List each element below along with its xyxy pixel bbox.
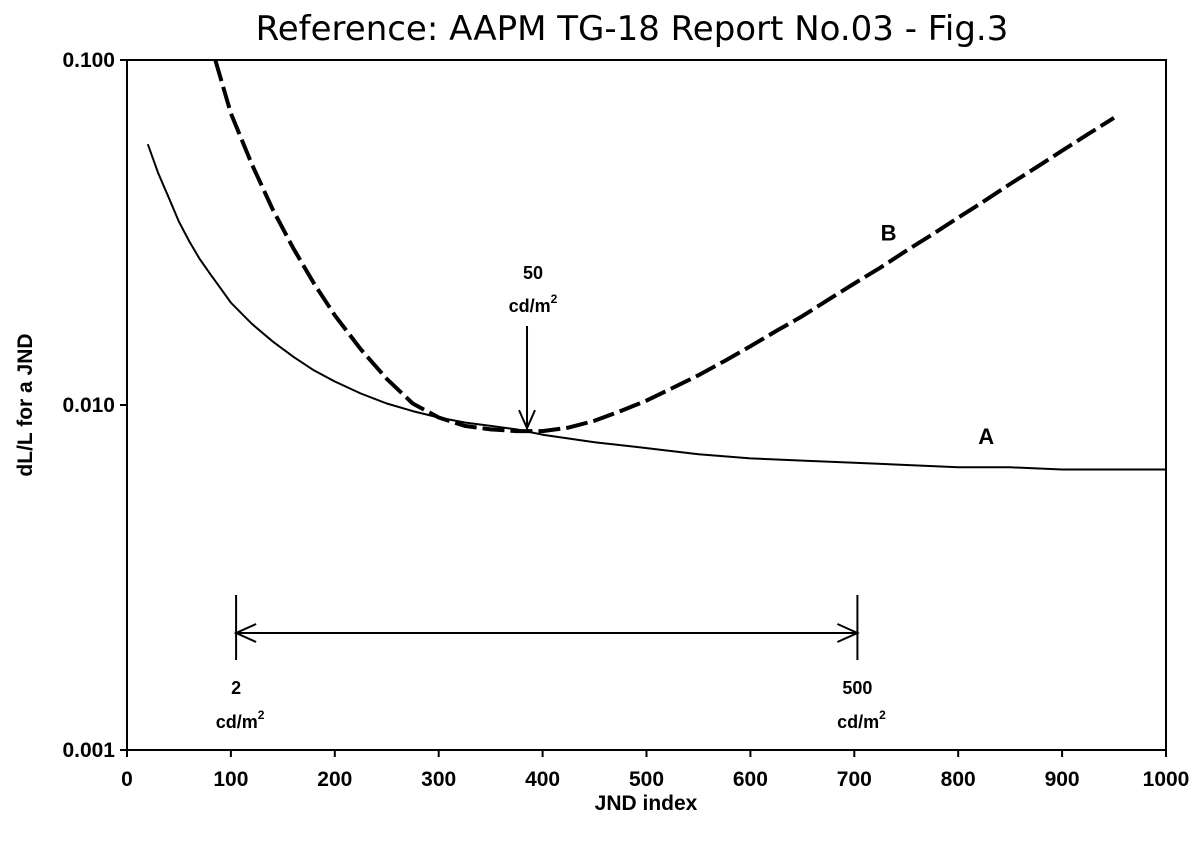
range-right-unit: cd/m2 [837,708,886,732]
range-left-value: 2 [231,678,241,698]
x-tick-label: 700 [837,768,872,791]
range-left-unit: cd/m2 [216,708,265,732]
x-axis-label: JND index [595,792,698,815]
arrow-50-annotation: 50 cd/m2 [509,263,558,431]
series-a-line [146,143,1166,471]
series-layer [146,60,1166,471]
y-tick-label: 0.100 [62,49,115,72]
x-tick-label: 500 [629,768,664,791]
curve-label-b: B [881,220,897,245]
x-axis-ticks: 0 100 200 300 400 500 600 700 800 900 1000 [121,750,1189,791]
range-right-value: 500 [842,678,872,698]
arrow-50-unit: cd/m2 [509,292,558,316]
y-tick-label: 0.001 [62,739,115,762]
annotation-layer: B A 50 cd/m2 2 cd/m2 500 cd/m2 [216,220,995,732]
arrow-50-value: 50 [523,263,543,283]
x-tick-label: 1000 [1143,768,1190,791]
y-axis-ticks: 0.001 0.010 0.100 [62,49,127,762]
x-tick-label: 300 [421,768,456,791]
range-arrowhead-left [233,623,257,643]
plot-frame [126,59,1167,751]
range-arrowhead-right [837,623,860,643]
series-b-line [213,60,1116,434]
y-axis-label: dL/L for a JND [14,333,37,476]
x-tick-label: 400 [525,768,560,791]
x-tick-label: 0 [121,768,133,791]
x-tick-label: 800 [941,768,976,791]
arrow-50-head [518,409,536,431]
x-tick-label: 200 [317,768,352,791]
x-tick-label: 900 [1045,768,1080,791]
curve-label-a: A [978,424,994,449]
x-tick-label: 100 [213,768,248,791]
chart-title: Reference: AAPM TG-18 Report No.03 - Fig… [256,9,1009,49]
x-tick-label: 600 [733,768,768,791]
range-annotation: 2 cd/m2 500 cd/m2 [216,595,886,732]
y-tick-label: 0.010 [62,394,115,417]
